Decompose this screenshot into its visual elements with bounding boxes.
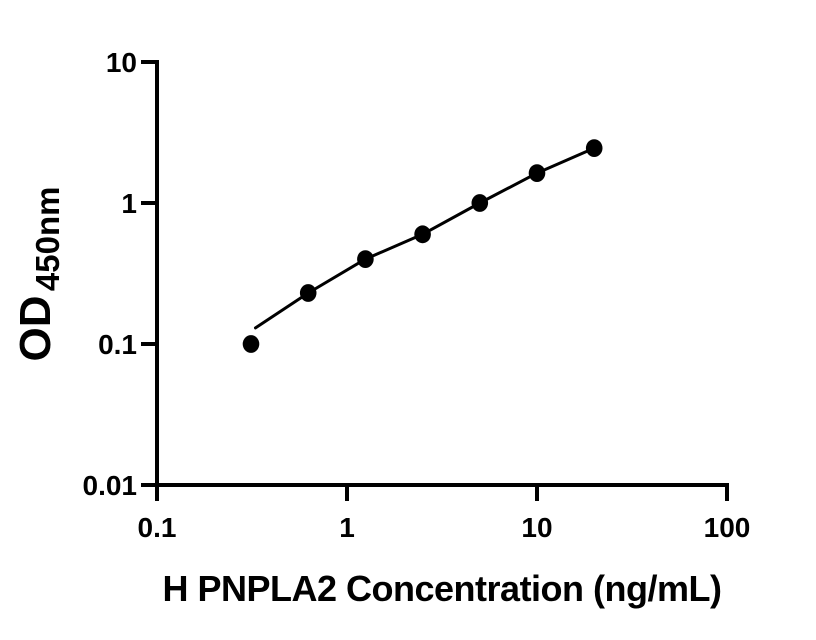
y-axis-title-main: OD: [11, 296, 60, 362]
y-axis-title-subscript: 450nm: [29, 186, 66, 291]
x-tick-label: 100: [704, 512, 751, 543]
y-axis-ticks: 10 1 0.1 0.01: [83, 47, 157, 501]
data-point: [242, 335, 260, 353]
x-tick-label: 10: [521, 512, 552, 543]
data-point: [528, 164, 546, 183]
data-point: [471, 194, 489, 212]
data-point: [585, 139, 603, 158]
data-points: [242, 139, 603, 353]
y-axis-title: OD 450nm: [11, 186, 66, 361]
x-tick-label: 1: [339, 512, 355, 543]
x-axis-ticks: 0.1 1 10 100: [138, 485, 751, 543]
x-tick-label: 0.1: [138, 512, 177, 543]
data-point: [357, 250, 374, 268]
x-axis-title: H PNPLA2 Concentration (ng/mL): [163, 568, 722, 609]
data-point: [299, 284, 317, 302]
y-tick-label: 1: [121, 188, 137, 219]
y-tick-label: 10: [106, 47, 137, 78]
y-tick-label: 0.01: [83, 470, 138, 501]
data-point: [414, 225, 431, 244]
y-tick-label: 0.1: [98, 329, 137, 360]
